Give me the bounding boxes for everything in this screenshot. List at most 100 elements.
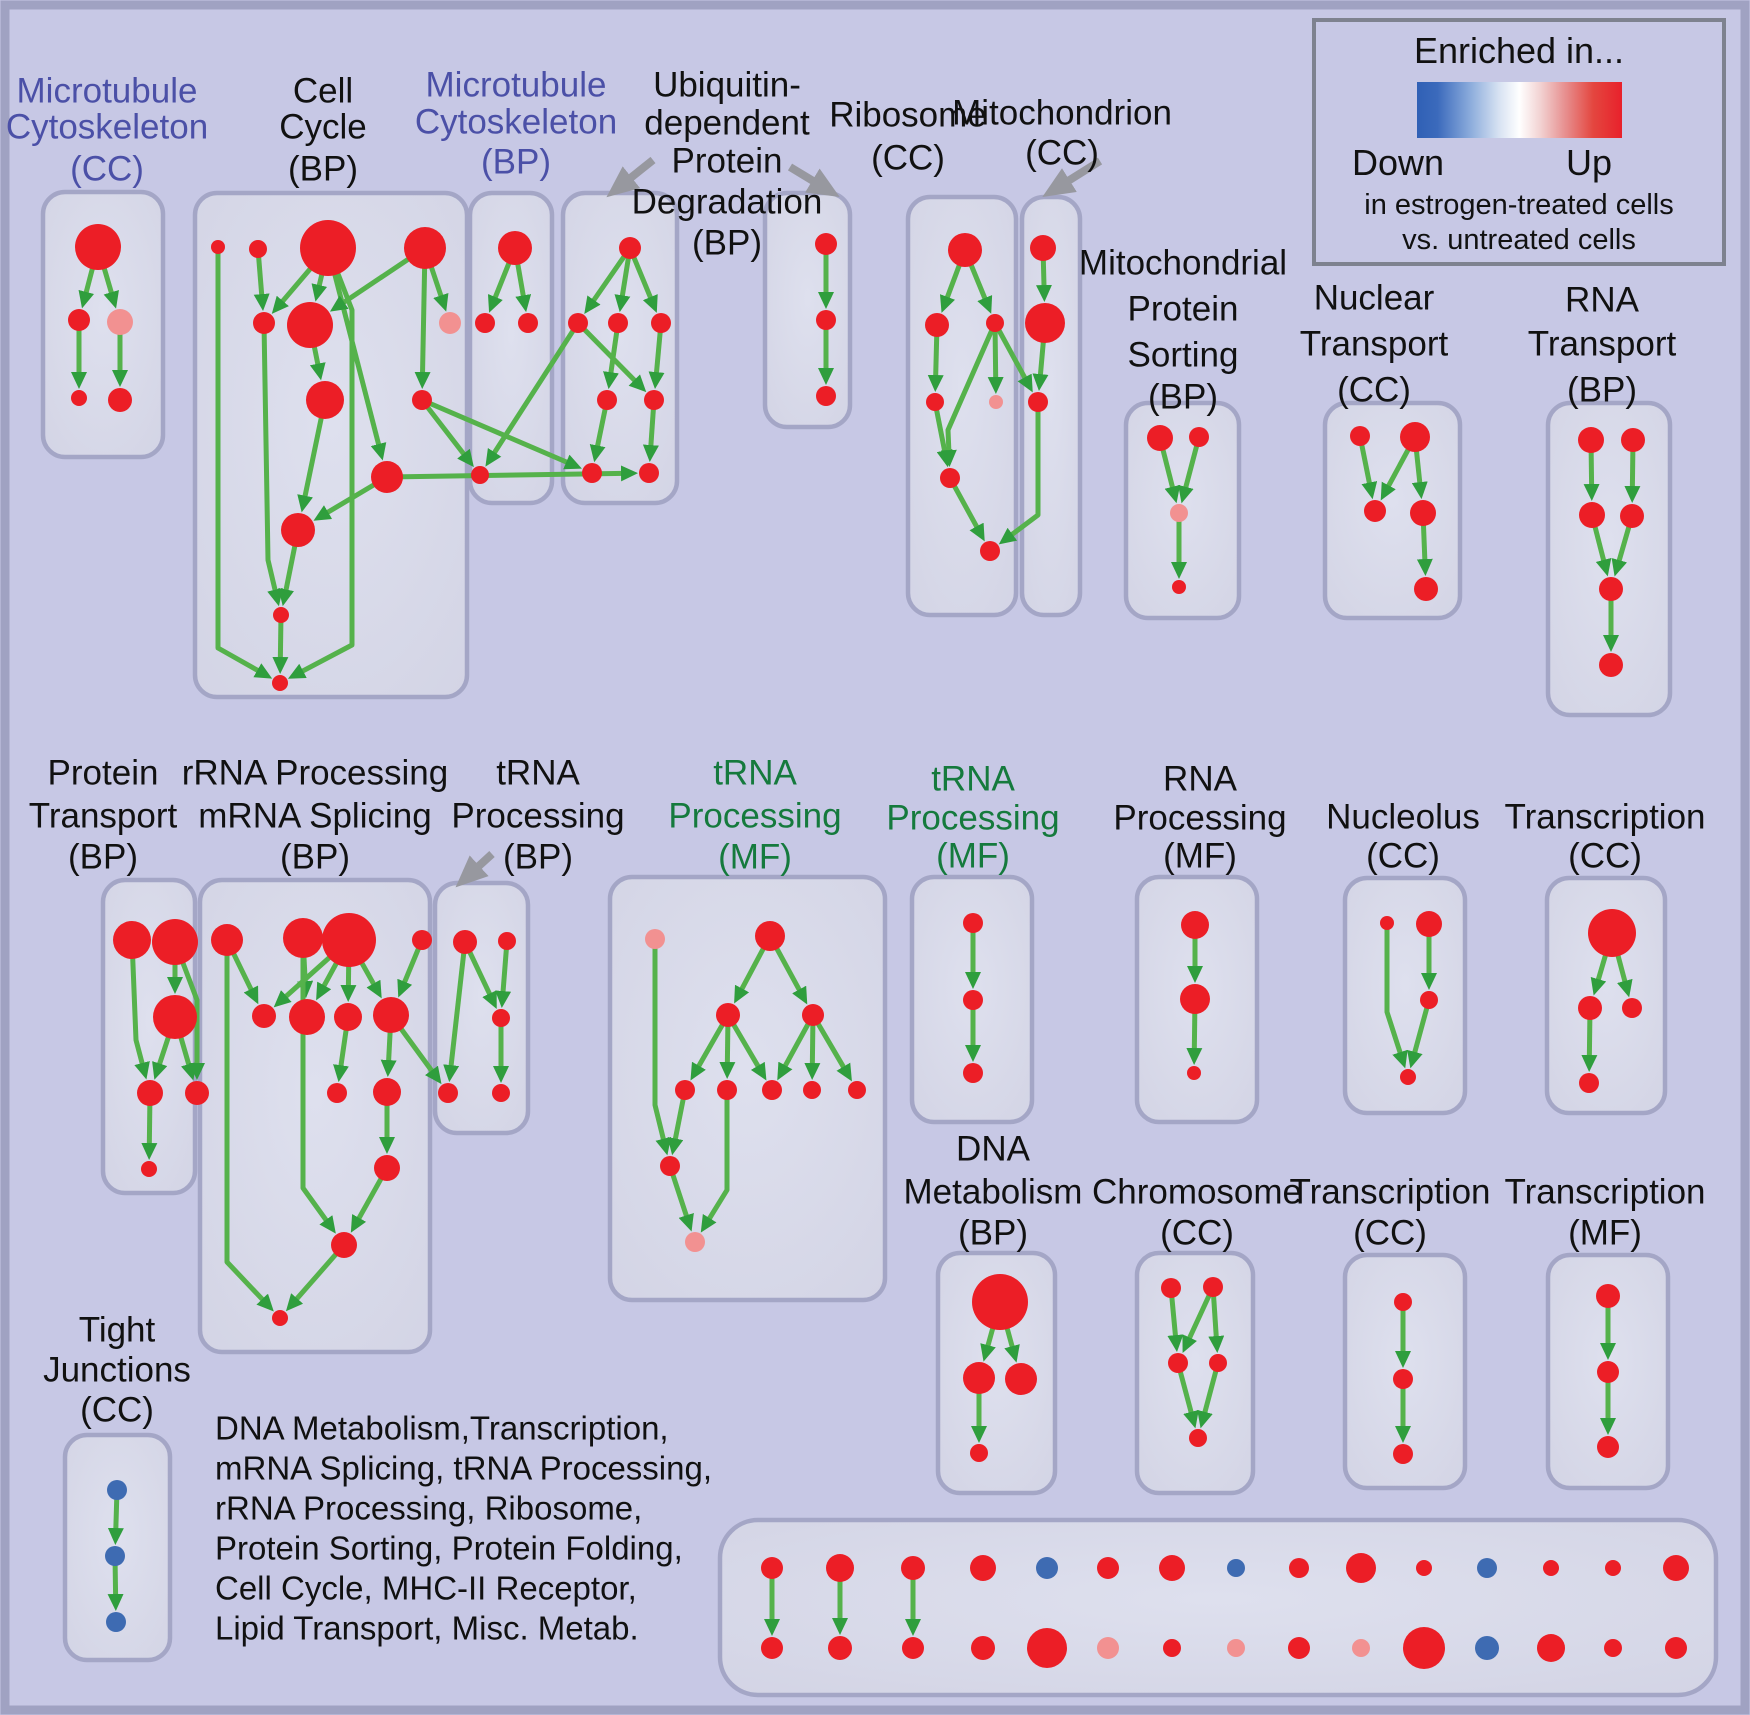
node-ccb (249, 240, 267, 258)
edge-cci-ub6 (421, 397, 582, 470)
node-bt15 (1663, 1555, 1689, 1581)
node-dm3 (1005, 1363, 1037, 1395)
edge-ub1-ub5 (576, 321, 647, 393)
node-tz9 (660, 1156, 680, 1176)
note-block-line4: Protein Sorting, Protein Folding, (215, 1530, 683, 1567)
node-rrA (211, 924, 243, 956)
node-bb4 (971, 1636, 995, 1660)
node-bb12 (1475, 1636, 1499, 1660)
node-bt10 (1346, 1553, 1376, 1583)
node-pt1 (113, 921, 151, 959)
cluster-label-mitochondrion-cc-line1: Mitochondrion (952, 94, 1172, 133)
node-mc5 (108, 388, 132, 412)
node-cch (306, 381, 344, 419)
node-ur2 (816, 310, 836, 330)
edge-cca-ccm (215, 247, 273, 679)
node-tz4 (675, 1080, 695, 1100)
node-mb1 (498, 231, 532, 265)
node-rb4 (926, 393, 944, 411)
cluster-label-microtubule-bp-line1: Microtubule (426, 66, 607, 105)
node-cca (211, 240, 225, 254)
node-ms3 (1170, 504, 1188, 522)
node-nu4 (1410, 500, 1436, 526)
node-bb14 (1604, 1639, 1622, 1657)
cluster-label-microtubule-cc-line2: Cytoskeleton (6, 108, 208, 147)
cluster-label-tight-junctions-cc-line2: Junctions (43, 1351, 191, 1390)
cluster-label-mito-protein-sorting-bp-line3: Sorting (1128, 336, 1239, 375)
node-pt3 (153, 995, 197, 1039)
cluster-label-microtubule-bp-line2: Cytoskeleton (415, 103, 617, 142)
node-rrC (322, 913, 376, 967)
node-nc4 (1400, 1069, 1416, 1085)
node-ub7 (639, 463, 659, 483)
cluster-label-nucleolus-cc-line2: (CC) (1366, 837, 1440, 876)
node-ccm (272, 675, 288, 691)
cluster-label-ubiquitin-bp-left-line1: Ubiquitin- (653, 66, 801, 105)
node-ch2 (1203, 1277, 1223, 1297)
node-rrG (334, 1003, 362, 1031)
edge-tz5-tz10 (700, 1090, 730, 1233)
node-mc3 (107, 309, 133, 335)
node-tc1 (1394, 1293, 1412, 1311)
node-ub6 (582, 463, 602, 483)
cluster-label-trna-processing-mf-2-line3: (MF) (936, 837, 1010, 876)
node-bt2 (826, 1554, 854, 1582)
annotation-arrow-3 (1042, 157, 1103, 198)
edge-rrA-rrM (224, 940, 274, 1312)
node-vc3 (1622, 998, 1642, 1018)
node-ub5 (644, 390, 664, 410)
node-mt1 (1030, 235, 1056, 261)
edge-rb3-rb6 (940, 321, 998, 468)
node-pt5 (185, 1081, 209, 1105)
cluster-label-rna-processing-mf-line3: (MF) (1163, 837, 1237, 876)
cluster-box-shared-terms (717, 1517, 1719, 1698)
node-rt4 (1620, 504, 1644, 528)
cluster-label-transcription-cc-bot-line2: (CC) (1353, 1214, 1427, 1253)
cluster-label-trna-processing-bp-line3: (BP) (503, 838, 573, 877)
note-block-line3: rRNA Processing, Ribosome, (215, 1490, 642, 1527)
node-nc3 (1420, 991, 1438, 1009)
cluster-label-transcription-mf-line2: (MF) (1568, 1214, 1642, 1253)
node-pt4 (137, 1080, 163, 1106)
cluster-label-trna-processing-bp-line1: tRNA (496, 754, 580, 793)
cluster-label-nuclear-transport-cc-line2: Transport (1300, 325, 1449, 364)
edge-mt3-rb7 (998, 402, 1041, 545)
cluster-label-dna-metabolism-bp-line3: (BP) (958, 1214, 1028, 1253)
node-bb11 (1403, 1627, 1445, 1669)
node-mc4 (71, 390, 87, 406)
cluster-box-nuclear-transport-cc (1322, 400, 1463, 621)
legend-gradient-bar (1416, 82, 1622, 138)
node-pt2 (152, 919, 198, 965)
node-cck (281, 513, 315, 547)
node-bb13 (1537, 1634, 1565, 1662)
node-ty1 (963, 913, 983, 933)
node-rrH (373, 997, 409, 1033)
node-bb2 (828, 1636, 852, 1660)
node-tz1 (755, 921, 785, 951)
node-rt6 (1599, 653, 1623, 677)
node-nu1 (1350, 426, 1370, 446)
edge-ccc-ccm (287, 247, 355, 679)
cluster-label-trna-processing-mf-1-line1: tRNA (713, 754, 797, 793)
node-bb5 (1027, 1628, 1067, 1668)
node-tz3 (802, 1004, 824, 1026)
node-bb10 (1352, 1639, 1370, 1657)
legend-downup-row: Down Up (1352, 142, 1612, 184)
cluster-label-rna-transport-bp-line3: (BP) (1567, 371, 1637, 410)
legend-title: Enriched in... (1413, 30, 1625, 71)
node-tz5 (717, 1080, 737, 1100)
cluster-label-microtubule-cc-line3: (CC) (70, 150, 144, 189)
cluster-label-rna-transport-bp-line2: Transport (1528, 325, 1677, 364)
node-ccc (300, 220, 356, 276)
node-bt13 (1543, 1560, 1559, 1576)
node-ccf (287, 302, 333, 348)
cluster-label-cell-cycle-line3: (BP) (288, 150, 358, 189)
legend-subtitle-line2: vs. untreated cells (1402, 224, 1636, 257)
node-vc2 (1578, 996, 1602, 1020)
node-tz6 (762, 1080, 782, 1100)
node-ty2 (963, 990, 983, 1010)
cluster-label-ribosome-cc-line1: Ribosome (829, 96, 987, 135)
node-tz2 (716, 1003, 740, 1027)
node-ur1 (815, 233, 837, 255)
